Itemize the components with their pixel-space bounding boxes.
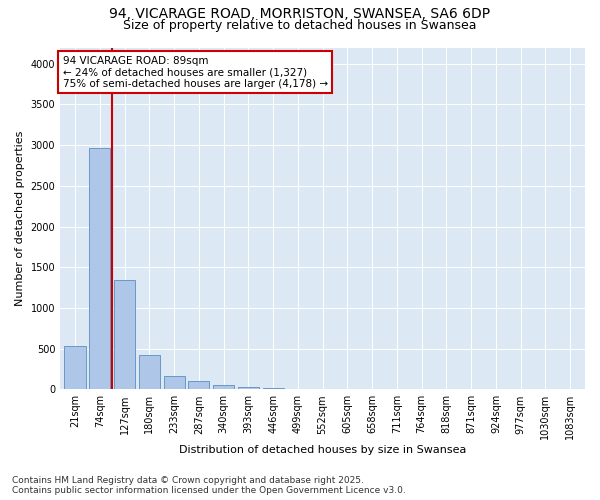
X-axis label: Distribution of detached houses by size in Swansea: Distribution of detached houses by size … <box>179 445 466 455</box>
Y-axis label: Number of detached properties: Number of detached properties <box>15 130 25 306</box>
Bar <box>114 280 135 390</box>
Bar <box>64 346 86 390</box>
Text: Size of property relative to detached houses in Swansea: Size of property relative to detached ho… <box>123 19 477 32</box>
Bar <box>139 355 160 390</box>
Bar <box>164 376 185 390</box>
Text: 94, VICARAGE ROAD, MORRISTON, SWANSEA, SA6 6DP: 94, VICARAGE ROAD, MORRISTON, SWANSEA, S… <box>109 8 491 22</box>
Bar <box>238 387 259 390</box>
Text: Contains HM Land Registry data © Crown copyright and database right 2025.
Contai: Contains HM Land Registry data © Crown c… <box>12 476 406 495</box>
Text: 94 VICARAGE ROAD: 89sqm
← 24% of detached houses are smaller (1,327)
75% of semi: 94 VICARAGE ROAD: 89sqm ← 24% of detache… <box>62 56 328 89</box>
Bar <box>188 381 209 390</box>
Bar <box>213 386 234 390</box>
Bar <box>89 148 110 390</box>
Bar <box>263 388 284 390</box>
